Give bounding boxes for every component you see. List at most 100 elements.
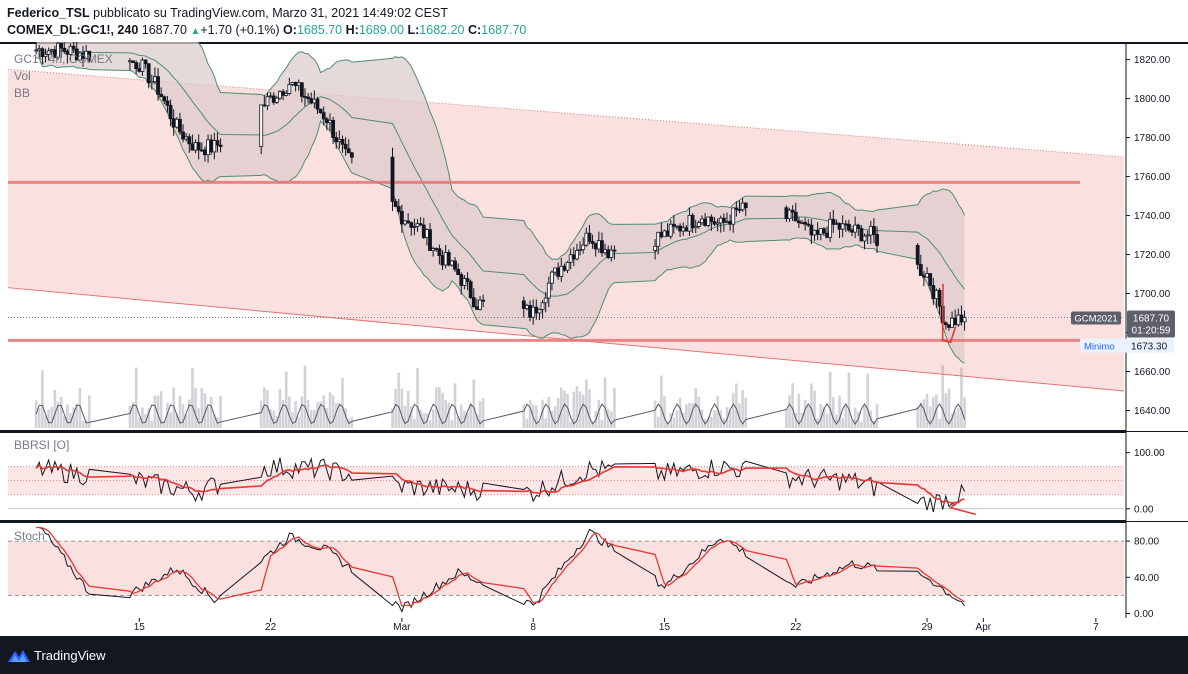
volume-bar [666,421,669,428]
volume-bar [735,383,738,428]
volume-bar [391,408,394,428]
candle-body [187,136,192,145]
candle-body [837,223,842,230]
stoch-tick-label: 0.00 [1134,609,1154,620]
volume-bar [581,394,585,428]
candle-body [199,149,204,152]
volume-bar [431,409,435,428]
volume-bar [200,387,204,428]
candle-body [190,143,195,151]
volume-bar [660,375,663,428]
candle-body [399,210,404,225]
volume-bar [925,393,929,428]
candle-body [662,230,667,238]
x-tick-label: 22 [790,622,802,633]
price-badge-value: 1687.70 [1133,314,1170,325]
volume-bar [813,390,816,428]
candle-body [709,216,714,222]
symbol[interactable]: COMEX_DL:GC1!, 240 [7,23,139,37]
candle-body [559,265,564,277]
candle-body [581,244,586,250]
rsi-signal-line [35,464,965,504]
candle-body [328,119,332,124]
volume-bar [547,396,551,428]
candle-body [262,104,267,107]
volume-bar [685,404,688,428]
volume-bar [741,389,744,428]
volume-bar [197,408,200,428]
volume-bar [50,406,54,428]
y-tick-label: 1740.00 [1134,211,1171,222]
volume-bar [409,406,413,428]
tradingview-brand[interactable]: TradingView [34,648,106,663]
candle-body [868,226,873,236]
volume-bar [316,401,319,428]
candle-body [603,249,607,254]
candle-body [606,249,611,258]
price-badge [1127,310,1175,338]
volume-bar [34,400,38,428]
volume-bar [334,403,338,428]
volume-bar [294,400,297,428]
volume-bar [672,417,676,428]
volume-bar [59,396,63,428]
candle-body [196,142,201,151]
volume-bar [932,396,935,428]
candle-body [875,234,879,246]
candle-body [821,228,826,234]
candle-body [534,306,539,314]
volume-bar [281,399,285,428]
ohlc-line: COMEX_DL:GC1!, 240 1687.70 ▲+1.70 (+0.1%… [7,23,526,37]
volume-bar [406,390,410,428]
candle-body [596,240,601,250]
chart-canvas[interactable]: GC1!, 4h, COMEX Vol BB BBRSI [O] Stoch 1640.0… [0,42,1188,636]
candle-body [412,226,417,228]
candle-body [437,248,442,256]
volume-bar [306,400,310,428]
candle-body [790,209,795,213]
volume-bar [394,388,397,428]
y-tick-label: 1800.00 [1134,94,1171,105]
high-value: 1689.00 [358,23,404,37]
candle-body [153,76,157,82]
candle-body [168,104,173,120]
candle-body [578,249,582,251]
candle-body [656,231,661,247]
volume-bar [75,403,79,428]
candle-body [312,98,317,104]
y-tick-label: 1640.00 [1134,406,1171,417]
candle-body [828,218,833,238]
candle-body [734,207,739,210]
volume-bar [81,421,85,428]
candle-body [181,131,185,140]
candle-body [556,267,561,277]
candle-body [693,225,698,229]
author[interactable]: Federico_TSL [7,6,90,20]
candle-body [315,98,320,110]
main-legend-1: Vol [14,69,31,83]
candle-body [612,249,617,252]
volume-bar [137,418,141,428]
candle-body [440,255,445,266]
candle-body [853,224,858,233]
candle-body [590,241,595,244]
candle-body [925,273,929,278]
y-tick-label: 1660.00 [1134,367,1171,378]
volume-bar [259,400,263,428]
price-arrow-drawing [941,283,957,344]
candle-body [446,252,451,266]
candle-body [740,202,745,211]
candle-body [809,224,814,236]
volume-bar [716,395,719,428]
candle-body [653,245,657,251]
volume-bar [291,412,294,428]
candle-body [456,268,461,275]
volume-bar [922,399,926,428]
volume-bar [725,407,729,428]
candle-body [306,96,311,100]
stoch-k-line [36,527,965,613]
volume-bar [150,420,154,428]
volume-bar [53,389,57,428]
candle-body [343,143,348,150]
volume-bar [397,372,401,428]
